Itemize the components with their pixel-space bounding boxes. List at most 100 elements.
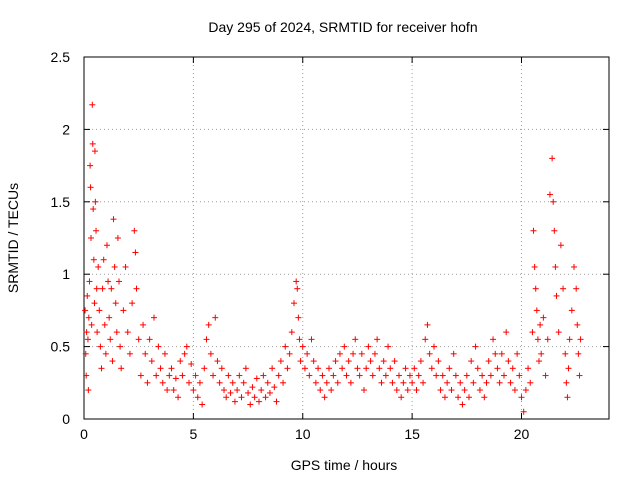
data-point [266, 389, 273, 396]
data-point [566, 336, 573, 343]
data-point [404, 387, 411, 394]
data-point [552, 263, 559, 270]
data-point [229, 379, 236, 386]
data-point [437, 387, 444, 394]
data-point [262, 394, 269, 401]
data-point [511, 387, 518, 394]
data-point [89, 101, 96, 108]
data-point [205, 321, 212, 328]
data-point [330, 372, 337, 379]
data-point [164, 387, 171, 394]
data-point [339, 365, 346, 372]
data-point [170, 387, 177, 394]
data-point [280, 379, 287, 386]
y-tick-label: 2.5 [51, 49, 71, 65]
data-point [444, 379, 451, 386]
data-point [286, 350, 293, 357]
data-point [92, 198, 99, 205]
data-point [529, 329, 536, 336]
data-point [382, 372, 389, 379]
data-point [210, 372, 217, 379]
data-point [108, 285, 115, 292]
data-point [84, 336, 91, 343]
data-point [530, 227, 537, 234]
data-point [102, 350, 109, 357]
data-point [116, 278, 122, 285]
data-point [371, 350, 378, 357]
data-point [312, 379, 319, 386]
data-point [101, 321, 108, 328]
data-point [84, 292, 91, 299]
data-point [103, 242, 110, 249]
data-point [161, 350, 168, 357]
data-point [537, 321, 544, 328]
data-point [120, 307, 127, 314]
data-point [441, 394, 448, 401]
data-point [95, 263, 102, 270]
data-point [549, 155, 556, 162]
data-point [428, 365, 435, 372]
data-point [251, 394, 258, 401]
data-point [107, 336, 114, 343]
data-point [439, 372, 446, 379]
data-point [575, 350, 582, 357]
data-point [576, 372, 583, 379]
data-point [238, 394, 245, 401]
data-point [245, 389, 252, 396]
data-point [275, 372, 282, 379]
data-point [159, 379, 166, 386]
data-point [88, 321, 95, 328]
data-point [532, 285, 539, 292]
data-point [310, 358, 317, 365]
data-point [179, 372, 186, 379]
data-point [562, 350, 569, 357]
data-point [135, 336, 142, 343]
data-point [341, 343, 348, 350]
data-point [129, 300, 136, 307]
data-point [369, 372, 376, 379]
data-point [380, 358, 387, 365]
data-point [242, 365, 249, 372]
data-point [551, 227, 558, 234]
data-point [140, 321, 147, 328]
data-point [555, 329, 562, 336]
data-point [347, 379, 354, 386]
data-point [194, 394, 201, 401]
data-point [503, 329, 510, 336]
data-point [376, 365, 383, 372]
data-point [400, 379, 407, 386]
data-point [183, 343, 190, 350]
data-point [319, 372, 326, 379]
y-tick-label: 0 [62, 411, 70, 427]
axis-ticks: 0 5 10 15 20 0 0.5 1 1.5 2 2.5 [51, 49, 609, 442]
data-point [117, 343, 124, 350]
data-point [110, 216, 117, 223]
data-point [501, 372, 507, 379]
data-point [177, 358, 184, 365]
data-point [396, 372, 402, 379]
data-point [352, 336, 359, 343]
data-point [385, 343, 392, 350]
data-point [89, 140, 96, 147]
data-point [564, 394, 571, 401]
data-point [277, 358, 284, 365]
data-point [93, 227, 100, 234]
data-point [563, 379, 570, 386]
data-point [132, 249, 139, 256]
data-point [461, 387, 468, 394]
data-point [328, 387, 335, 394]
data-point [492, 350, 499, 357]
data-point [236, 372, 243, 379]
data-point [105, 278, 112, 285]
data-point [406, 372, 413, 379]
data-point [231, 398, 238, 405]
data-point [94, 329, 101, 336]
data-point [85, 314, 92, 321]
data-point [282, 343, 289, 350]
data-point [87, 162, 94, 169]
data-point [142, 350, 149, 357]
data-point [571, 263, 577, 270]
data-point [463, 372, 470, 379]
x-axis-label: GPS time / hours [291, 457, 398, 473]
